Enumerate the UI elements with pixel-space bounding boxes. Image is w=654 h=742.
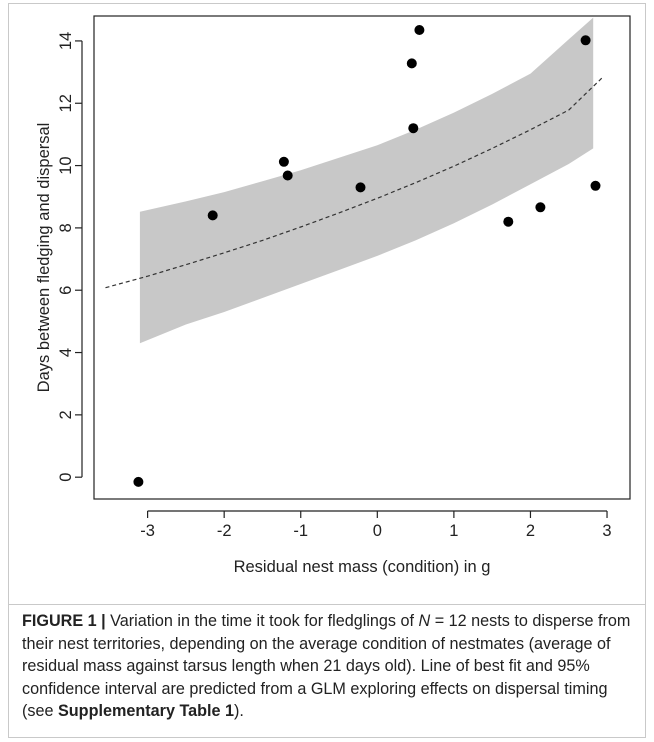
y-axis-ticks: 0 2 4 6 8 10 12 14 (57, 32, 83, 482)
x-axis-label: Residual nest mass (condition) in g (234, 558, 491, 576)
x-tick-label: 2 (526, 522, 535, 540)
figure-frame (8, 3, 646, 738)
caption-label: FIGURE 1 | (22, 612, 106, 630)
figure-caption: FIGURE 1 | Variation in the time it took… (22, 610, 634, 723)
caption-divider (8, 604, 646, 605)
x-tick-label: 0 (373, 522, 382, 540)
caption-text-2: = 12 nests to disperse from their nest t… (22, 612, 631, 720)
confidence-band (139, 17, 594, 344)
data-point-6 (406, 58, 417, 69)
caption-table-ref: Supplementary Table 1 (58, 702, 235, 720)
caption-n-symbol: N (418, 612, 431, 630)
data-point-5 (355, 182, 366, 193)
data-point-4 (282, 170, 293, 181)
y-tick-label: 14 (57, 32, 75, 50)
data-point-10 (535, 202, 546, 213)
data-point-2 (207, 210, 218, 221)
data-point-11 (580, 35, 591, 46)
data-point-1 (133, 476, 144, 487)
data-point-3 (278, 156, 289, 167)
x-tick-label: -3 (140, 522, 155, 540)
data-point-12 (590, 180, 601, 191)
y-axis-label: Days between fledging and dispersal (35, 123, 53, 393)
data-point-7 (408, 123, 419, 134)
caption-text-end: ). (234, 702, 244, 720)
caption-text-1: Variation in the time it took for fledgl… (105, 612, 419, 630)
x-axis-ticks: -3 -2 -1 0 1 2 3 (140, 510, 612, 540)
x-tick-label: 1 (449, 522, 458, 540)
y-tick-label: 6 (57, 286, 75, 295)
plot-border (93, 15, 631, 500)
data-point-9 (503, 216, 514, 227)
y-tick-label: 12 (57, 94, 75, 112)
y-tick-label: 2 (57, 410, 75, 419)
figure-area: -3 -2 -1 0 1 2 3 0 2 4 6 8 10 12 14 Residual nest mas… (35, 15, 631, 576)
y-tick-label: 0 (57, 473, 75, 482)
x-tick-label: 3 (602, 522, 611, 540)
x-tick-label: -1 (293, 522, 308, 540)
y-tick-label: 4 (57, 348, 75, 357)
y-tick-label: 10 (57, 156, 75, 174)
y-tick-label: 8 (57, 223, 75, 232)
x-tick-label: -2 (217, 522, 232, 540)
data-point-8 (414, 25, 425, 35)
confidence-band-layer (139, 17, 594, 344)
data-points-layer (133, 25, 601, 487)
